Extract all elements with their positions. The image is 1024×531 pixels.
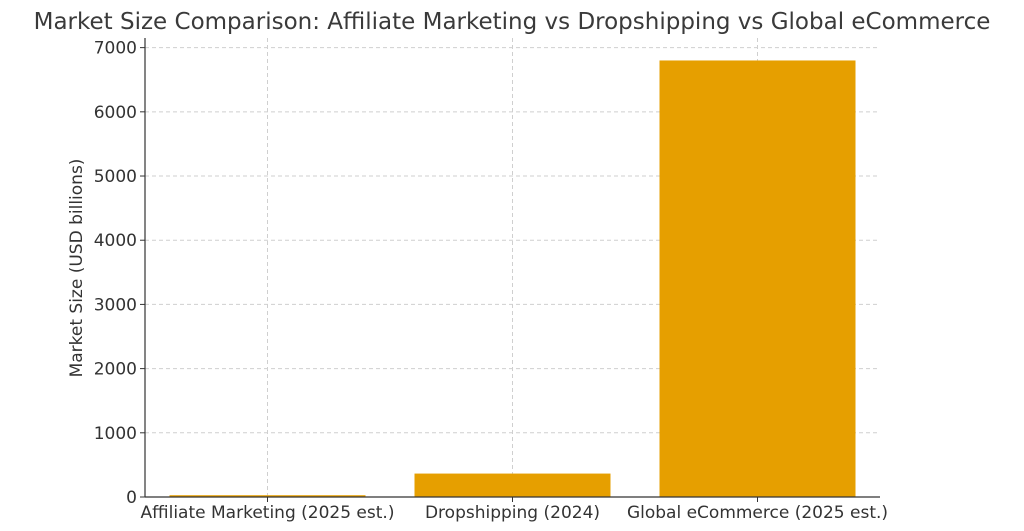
x-tick-label: Global eCommerce (2025 est.)	[627, 503, 888, 523]
x-tick-label: Affiliate Marketing (2025 est.)	[141, 503, 395, 523]
y-tick-labels: 0 1000 2000 3000 4000 5000 6000 7000	[94, 39, 145, 508]
bars	[169, 60, 856, 497]
y-tick-label: 7000	[94, 39, 137, 59]
y-tick-label: 3000	[94, 295, 137, 315]
bar	[414, 473, 611, 497]
chart-title: Market Size Comparison: Affiliate Market…	[34, 9, 991, 35]
y-tick-label: 6000	[94, 103, 137, 123]
y-axis-label: Market Size (USD billions)	[67, 159, 87, 378]
bar	[659, 60, 856, 497]
y-tick-label: 5000	[94, 167, 137, 187]
y-tick-label: 0	[126, 488, 137, 508]
y-tick-label: 2000	[94, 360, 137, 380]
grid-lines	[145, 38, 880, 498]
y-tick-label: 4000	[94, 231, 137, 251]
y-tick-label: 1000	[94, 424, 137, 444]
x-tick-labels: Affiliate Marketing (2025 est.) Dropshipp…	[141, 497, 888, 523]
x-tick-label: Dropshipping (2024)	[425, 503, 600, 523]
bar	[169, 495, 366, 497]
